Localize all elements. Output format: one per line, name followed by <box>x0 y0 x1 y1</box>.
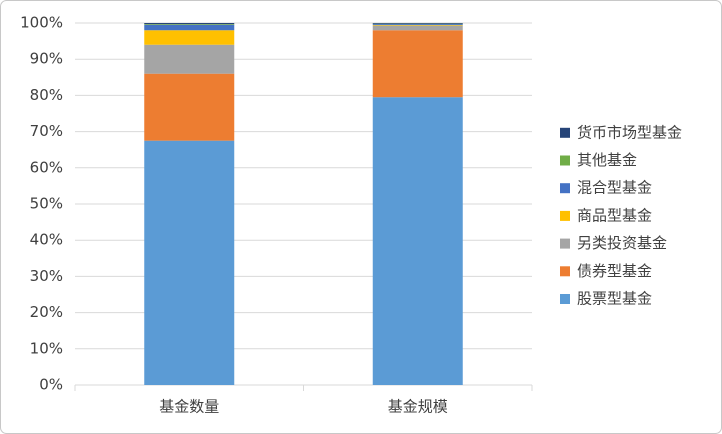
legend-label: 其他基金 <box>577 151 637 169</box>
legend-swatch <box>560 183 570 194</box>
y-tick-label: 10% <box>30 339 63 357</box>
bar-segment <box>144 24 235 25</box>
y-tick-label: 70% <box>30 122 63 140</box>
legend-swatch <box>560 238 570 249</box>
y-tick-label: 0% <box>39 376 63 394</box>
legend-label: 另类投资基金 <box>577 234 667 252</box>
bar-segment <box>144 44 235 74</box>
bar-segment <box>144 24 235 31</box>
legend-label: 商品型基金 <box>577 206 652 224</box>
legend-swatch <box>560 266 570 277</box>
bar-segment <box>372 24 463 26</box>
legend-label: 货币市场型基金 <box>577 123 682 141</box>
legend-label: 混合型基金 <box>577 179 652 197</box>
y-tick-label: 90% <box>30 50 63 68</box>
y-tick-label: 20% <box>30 303 63 321</box>
legend-swatch <box>560 294 570 304</box>
bar-segment <box>144 140 235 385</box>
bar-segment <box>372 25 463 26</box>
x-tick-label: 基金规模 <box>388 398 448 416</box>
legend-swatch <box>560 155 570 166</box>
legend-label: 股票型基金 <box>577 290 652 308</box>
bar-segment <box>372 30 463 98</box>
y-tick-label: 30% <box>30 267 63 285</box>
y-tick-label: 40% <box>30 231 63 249</box>
bar-segment <box>144 23 235 25</box>
y-tick-label: 50% <box>30 195 63 213</box>
legend-swatch <box>560 210 570 221</box>
bar-segment <box>144 73 235 141</box>
bar-segment <box>144 30 235 45</box>
x-tick-label: 基金数量 <box>159 398 219 416</box>
bar-segment <box>372 97 463 386</box>
legend-swatch <box>560 127 570 138</box>
y-tick-label: 100% <box>20 14 63 32</box>
y-tick-label: 80% <box>30 86 63 104</box>
bar-segment <box>372 23 463 24</box>
bar-segment <box>372 25 463 31</box>
y-tick-label: 60% <box>30 158 63 176</box>
legend-label: 债券型基金 <box>577 262 652 280</box>
